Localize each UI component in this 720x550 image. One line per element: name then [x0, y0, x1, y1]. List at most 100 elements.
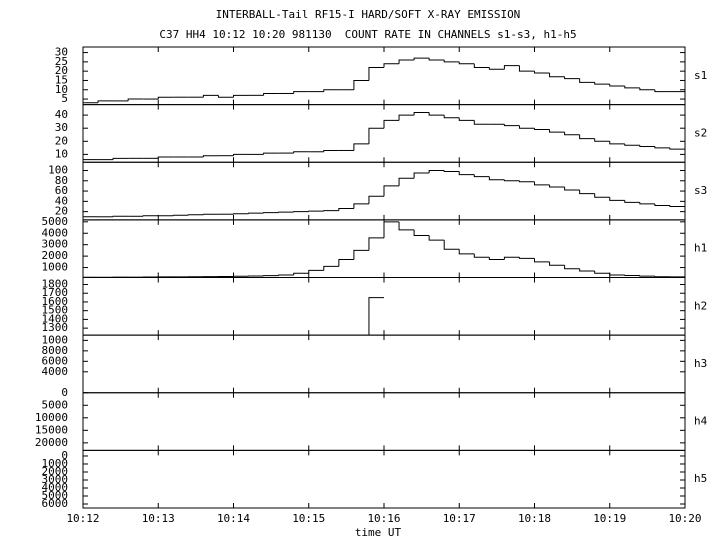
step-segment [443, 115, 460, 119]
panel-label: s1 [694, 69, 707, 82]
step-segment [383, 221, 400, 238]
step-segment [293, 211, 309, 213]
step-segment [248, 212, 264, 214]
y-tick-label: 4000 [42, 365, 69, 378]
step-segment [503, 65, 520, 70]
y-tick-label: 1500 [42, 304, 69, 317]
x-tick-label: 10:17 [443, 512, 476, 525]
step-segment [263, 212, 279, 214]
panel-frame [82, 104, 686, 163]
y-tick-label: 25 [55, 55, 68, 68]
y-tick-label: 15 [55, 73, 68, 86]
step-segment [413, 111, 430, 116]
y-tick-label: 40 [55, 194, 68, 207]
step-segment [473, 253, 490, 258]
step-segment [323, 149, 339, 152]
y-tick-label: 20 [55, 64, 68, 77]
step-segment [217, 95, 234, 98]
y-tick-label: 1400 [42, 312, 69, 325]
y-tick-label: 4000 [42, 481, 69, 494]
y-tick-label: 1600 [42, 295, 69, 308]
step-segment [413, 229, 430, 237]
step-segment [97, 100, 114, 103]
step-segment [534, 71, 550, 74]
step-segment [428, 58, 445, 61]
step-segment [624, 274, 640, 277]
step-segment [428, 235, 445, 241]
step-segment [278, 274, 294, 276]
step-segment [518, 180, 535, 183]
y-tick-label: 1000 [42, 333, 69, 346]
y-tick-label: 5000 [42, 489, 69, 502]
y-tick-label: 1000 [42, 261, 69, 274]
y-tick-label: 10000 [35, 411, 68, 424]
step-segment [609, 273, 625, 276]
y-tick-label: 1700 [42, 286, 69, 299]
panel-label: h2 [694, 299, 707, 312]
step-segment [624, 200, 640, 203]
panel-label: s2 [694, 126, 707, 139]
step-segment [594, 193, 610, 198]
step-segment [368, 237, 384, 251]
step-segment [353, 249, 369, 260]
y-tick-label: 6000 [42, 497, 69, 510]
step-segment [353, 79, 369, 90]
step-segment [488, 257, 505, 261]
x-tick-label: 10:14 [217, 512, 250, 525]
step-segment [187, 214, 204, 216]
step-segment [549, 261, 565, 266]
step-segment [278, 211, 294, 213]
step-segment [323, 210, 339, 212]
step-segment [564, 132, 580, 136]
step-segment [323, 89, 339, 92]
step-segment [308, 269, 324, 274]
y-tick-label: 100 [48, 163, 68, 176]
step-segment [654, 146, 670, 149]
step-segment [353, 203, 369, 209]
step-segment [428, 112, 445, 116]
step-segment [534, 128, 550, 131]
panel-label: h4 [694, 415, 708, 428]
step-segment [639, 202, 655, 205]
step-segment [398, 221, 415, 231]
x-tick-label: 10:20 [668, 512, 701, 525]
step-segment [112, 215, 129, 217]
panel-frame [82, 334, 686, 394]
step-segment [293, 151, 309, 154]
y-tick-label: 60 [55, 184, 68, 197]
step-segment [263, 152, 279, 155]
step-segment [518, 257, 535, 259]
step-segment [383, 185, 400, 197]
step-segment [609, 84, 625, 87]
step-segment [202, 213, 219, 215]
y-tick-label: 5000 [42, 398, 69, 411]
step-segment [323, 265, 339, 271]
step-segment [82, 102, 99, 105]
x-axis-label: time UT [355, 526, 402, 539]
step-segment [82, 159, 99, 163]
y-tick-label: 5 [61, 92, 68, 105]
x-tick-label: 10:15 [292, 512, 325, 525]
y-tick-label: 2000 [42, 249, 69, 262]
step-segment [579, 78, 595, 83]
step-segment [383, 119, 400, 129]
y-tick-label: 1800 [42, 277, 69, 290]
step-segment [639, 275, 655, 277]
step-segment [308, 210, 324, 212]
step-segment [503, 179, 520, 182]
step-segment [579, 134, 595, 140]
step-segment [82, 216, 99, 220]
step-segment [549, 184, 565, 188]
panel-label: s3 [694, 184, 707, 197]
y-tick-label: 10 [55, 83, 68, 96]
step-segment [564, 265, 580, 270]
panel-frame [82, 392, 686, 451]
y-tick-label: 3000 [42, 473, 69, 486]
step-segment [488, 176, 505, 181]
panel-label: h3 [694, 357, 707, 370]
step-segment [564, 76, 580, 80]
step-segment [503, 256, 520, 260]
step-segment [233, 94, 249, 98]
step-segment [202, 155, 219, 158]
step-segment [458, 249, 475, 255]
